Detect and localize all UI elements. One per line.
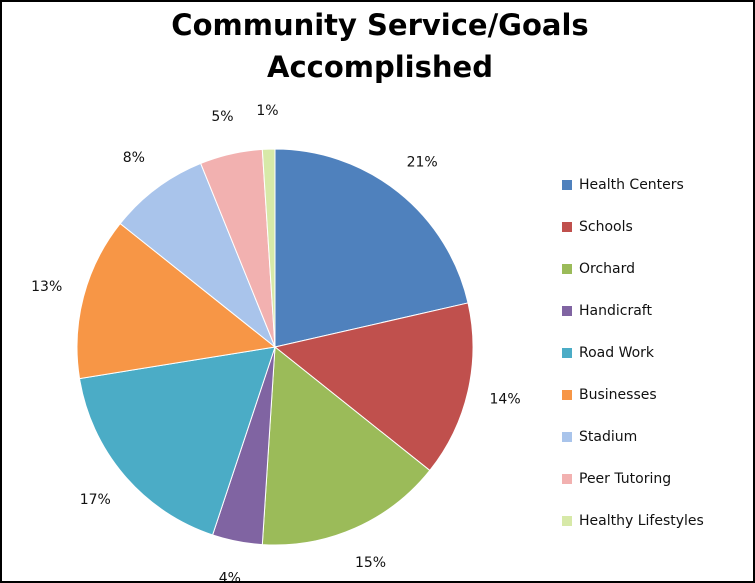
pie-slice [261, 346, 431, 546]
legend-label: Stadium [579, 429, 637, 445]
data-label: 1% [256, 103, 278, 119]
data-label: 5% [211, 109, 233, 125]
legend-swatch [562, 222, 572, 232]
pie-slice [273, 302, 474, 472]
legend-swatch [562, 390, 572, 400]
legend-swatch [562, 516, 572, 526]
legend-label: Peer Tutoring [579, 471, 671, 487]
data-label: 13% [31, 279, 62, 295]
pie-slice [274, 148, 469, 348]
data-label: 14% [490, 392, 521, 408]
chart-title: Community Service/Goals Accomplished [171, 8, 589, 84]
data-label: 4% [219, 571, 241, 581]
legend-label: Orchard [579, 261, 635, 277]
data-label: 15% [355, 555, 386, 571]
legend-label: Businesses [579, 387, 657, 403]
legend-label: Healthy Lifestyles [579, 513, 704, 529]
legend-swatch [562, 264, 572, 274]
data-label: 17% [80, 492, 111, 508]
legend-swatch [562, 348, 572, 358]
legend-label: Schools [579, 219, 633, 235]
legend-swatch [562, 474, 572, 484]
legend-swatch [562, 180, 572, 190]
legend-label: Health Centers [579, 177, 684, 193]
legend-label: Road Work [579, 345, 655, 361]
pie-slice [78, 346, 276, 536]
legend-swatch [562, 306, 572, 316]
pie-slice [76, 222, 277, 380]
legend-label: Handicraft [579, 303, 652, 319]
pie-slice [119, 162, 277, 349]
pie-slice [261, 148, 276, 348]
legend-swatch [562, 432, 572, 442]
data-label: 8% [123, 150, 145, 166]
data-label: 21% [407, 154, 438, 170]
